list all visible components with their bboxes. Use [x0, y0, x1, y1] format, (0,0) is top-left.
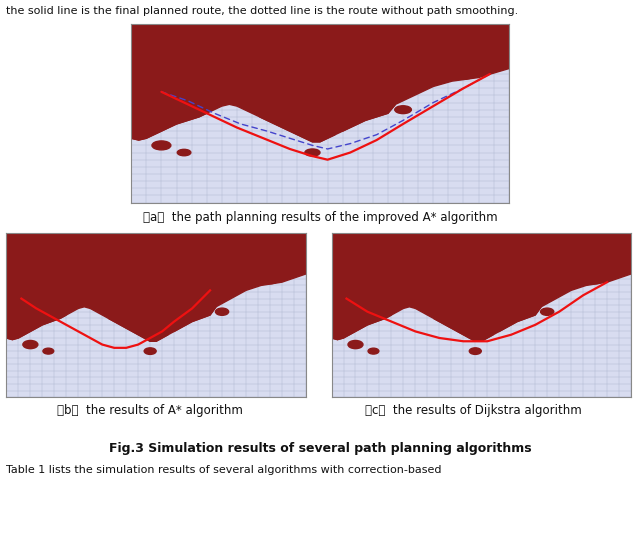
Circle shape	[216, 308, 228, 316]
Text: the solid line is the final planned route, the dotted line is the route without : the solid line is the final planned rout…	[6, 6, 518, 15]
Text: （a）  the path planning results of the improved A* algorithm: （a） the path planning results of the imp…	[143, 211, 497, 224]
Circle shape	[261, 274, 279, 284]
Circle shape	[586, 274, 604, 284]
Circle shape	[305, 149, 320, 156]
Polygon shape	[332, 233, 631, 341]
Circle shape	[23, 341, 38, 349]
Text: （c）  the results of Dijkstra algorithm: （c） the results of Dijkstra algorithm	[365, 403, 582, 417]
Circle shape	[541, 308, 554, 316]
Circle shape	[43, 348, 54, 354]
Polygon shape	[156, 298, 216, 332]
Circle shape	[395, 106, 412, 114]
Polygon shape	[131, 24, 509, 142]
Circle shape	[144, 348, 156, 354]
Circle shape	[469, 348, 481, 354]
Polygon shape	[108, 312, 168, 341]
Polygon shape	[332, 307, 392, 340]
Text: Table 1 lists the simulation results of several algorithms with correction-based: Table 1 lists the simulation results of …	[6, 465, 442, 475]
Polygon shape	[131, 104, 207, 140]
Circle shape	[177, 149, 191, 156]
Circle shape	[368, 348, 379, 354]
Polygon shape	[433, 312, 493, 341]
Polygon shape	[320, 95, 396, 131]
Circle shape	[152, 141, 171, 150]
Polygon shape	[6, 233, 306, 341]
Circle shape	[348, 341, 363, 349]
Polygon shape	[6, 307, 67, 340]
Circle shape	[452, 69, 475, 79]
Polygon shape	[481, 298, 541, 332]
Text: （b）  the results of A* algorithm: （b） the results of A* algorithm	[58, 403, 243, 417]
Text: Fig.3 Simulation results of several path planning algorithms: Fig.3 Simulation results of several path…	[109, 442, 531, 455]
Polygon shape	[260, 110, 335, 142]
